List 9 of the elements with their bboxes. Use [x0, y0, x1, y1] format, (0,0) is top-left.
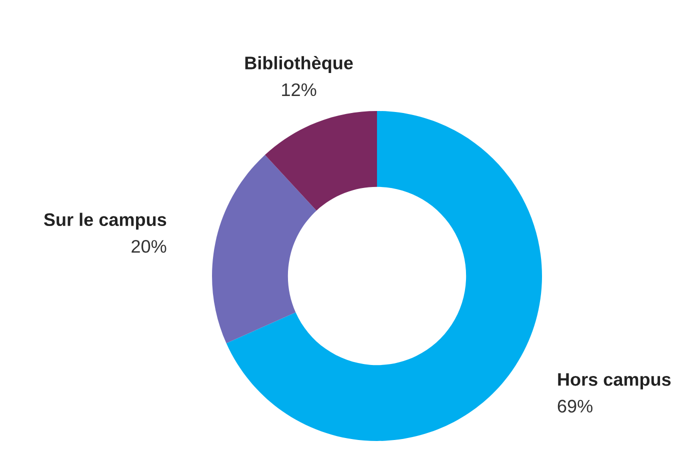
donut-slice: [212, 154, 316, 344]
data-label: 12%: [282, 83, 316, 96]
donut-slice: [264, 111, 377, 211]
donut-slice: [226, 111, 542, 441]
data-label: 69%: [558, 400, 592, 413]
slice-label: Bibliothèque: [245, 56, 353, 73]
slice-label: Hors campus: [558, 373, 671, 390]
data-label: 20%: [132, 240, 166, 253]
slice-label: Sur le campus: [44, 212, 166, 230]
